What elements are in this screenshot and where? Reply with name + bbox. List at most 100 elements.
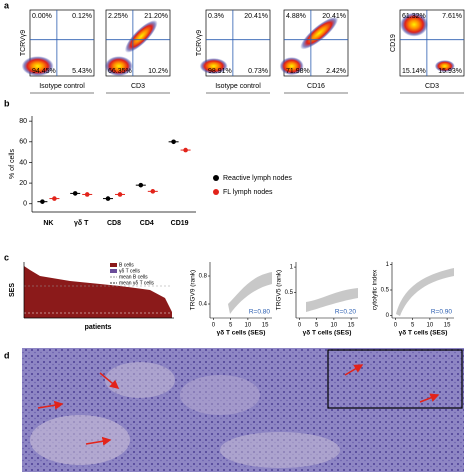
histology-image	[22, 348, 464, 472]
x-tick-label: γδ T	[74, 220, 89, 227]
density-cloud	[279, 57, 304, 76]
x-tick-label: 15	[348, 323, 355, 329]
x-tick-label: 10	[245, 323, 252, 329]
quadrant-value: 5.43%	[72, 68, 92, 75]
quadrant-value: 20.41%	[244, 13, 268, 20]
x-label: γδ T cells (SES)	[303, 330, 352, 337]
correlation: R=0.80	[249, 309, 271, 316]
quadrant-value: 15.93%	[438, 68, 462, 75]
legend-marker	[213, 189, 219, 195]
x-tick-label: 5	[315, 323, 319, 329]
y-tick-label: 1	[386, 262, 390, 268]
x-label: CD3	[425, 83, 439, 90]
quadrant-value: 98.91%	[208, 68, 232, 75]
quadrant-value: 20.41%	[322, 13, 346, 20]
ses-bar-plot	[23, 262, 174, 319]
dot	[40, 199, 45, 204]
x-tick-label: CD4	[140, 220, 154, 227]
x-tick-label: 15	[262, 323, 269, 329]
dot	[117, 192, 123, 197]
y-label: CD19	[390, 34, 397, 52]
y-label: TRGV9 (rank)	[190, 270, 197, 310]
correlation: R=0.90	[431, 309, 453, 316]
y-label: TRGV5 (rank)	[276, 270, 283, 310]
dot	[150, 189, 156, 194]
density-cloud	[21, 56, 54, 77]
x-tick-label: 15	[444, 323, 451, 329]
density-cloud	[400, 12, 429, 37]
quadrant-value: 94.45%	[32, 68, 56, 75]
x-tick-label: NK	[43, 220, 53, 227]
y-tick-label: 20	[19, 180, 27, 187]
y-tick-label: 0	[23, 201, 27, 208]
x-tick-label: CD8	[107, 220, 121, 227]
x-tick-label: 5	[411, 323, 415, 329]
y-tick-label: 0	[386, 313, 390, 319]
quadrant-value: 0.00%	[32, 13, 52, 20]
point-cloud	[306, 288, 358, 312]
legend-label: Reactive lymph nodes	[223, 175, 292, 182]
point-cloud	[396, 268, 454, 316]
quadrant-value: 2.42%	[326, 68, 346, 75]
x-label: CD3	[131, 83, 145, 90]
x-label: Isotype control	[39, 83, 85, 90]
quadrant-value: 66.35%	[108, 68, 132, 75]
legend-label: γδ T cells	[119, 268, 141, 274]
x-tick-label: 0	[212, 323, 216, 329]
quadrant-value: 0.73%	[248, 68, 268, 75]
dot	[84, 192, 90, 197]
legend-label: mean B cells	[119, 274, 148, 280]
dot	[138, 182, 144, 188]
dot	[72, 191, 78, 196]
x-label: patients	[85, 324, 112, 331]
y-label: TCRVγ9	[20, 30, 27, 56]
density-cloud	[199, 58, 228, 75]
y-tick-label: 0.5	[285, 290, 294, 296]
x-tick-label: 10	[427, 323, 434, 329]
y-label: SES	[9, 283, 16, 297]
quadrant-value: 4.88%	[286, 13, 306, 20]
quadrant-value: 61.32%	[402, 13, 426, 20]
x-label: γδ T cells (SES)	[399, 330, 448, 337]
quadrant-value: 0.12%	[72, 13, 92, 20]
y-tick-label: 0.8	[199, 274, 208, 280]
x-tick-label: 5	[229, 323, 233, 329]
x-tick-label: CD19	[171, 220, 189, 227]
y-tick-label: 80	[19, 118, 27, 125]
x-tick-label: 10	[331, 323, 338, 329]
point-cloud	[228, 272, 272, 314]
y-tick-label: 0.4	[199, 302, 208, 308]
quadrant-value: 21.20%	[144, 13, 168, 20]
legend-label: B cells	[119, 262, 134, 268]
panel-label: c	[4, 252, 9, 262]
dot	[105, 196, 111, 201]
legend-marker	[213, 175, 219, 181]
correlation: R=0.20	[335, 309, 357, 316]
legend-label: mean γδ T cells	[119, 280, 154, 286]
y-tick-label: 60	[19, 139, 27, 146]
y-tick-label: 40	[19, 159, 27, 166]
x-tick-label: 0	[394, 323, 398, 329]
y-tick-label: 0.5	[381, 288, 390, 294]
density-cloud	[104, 56, 133, 77]
quadrant-value: 2.25%	[108, 13, 128, 20]
x-label: Isotype control	[215, 83, 261, 90]
x-tick-label: 0	[298, 323, 302, 329]
y-tick-label: 1	[290, 265, 294, 271]
quadrant-value: 0.3%	[208, 13, 224, 20]
quadrant-value: 71.98%	[286, 68, 310, 75]
panel-label: b	[4, 98, 10, 108]
quadrant-value: 10.2%	[148, 68, 168, 75]
x-label: γδ T cells (SES)	[217, 330, 266, 337]
legend-label: FL lymph nodes	[223, 189, 273, 196]
dot	[52, 196, 57, 201]
density-cloud	[434, 60, 455, 73]
x-label: CD16	[307, 83, 325, 90]
y-label: % of cells	[9, 149, 16, 179]
y-label: TCRVγ9	[196, 30, 203, 56]
panel-label: a	[4, 0, 10, 10]
panel-label: d	[4, 350, 10, 360]
density-cloud	[300, 16, 339, 50]
quadrant-value: 15.14%	[402, 68, 426, 75]
